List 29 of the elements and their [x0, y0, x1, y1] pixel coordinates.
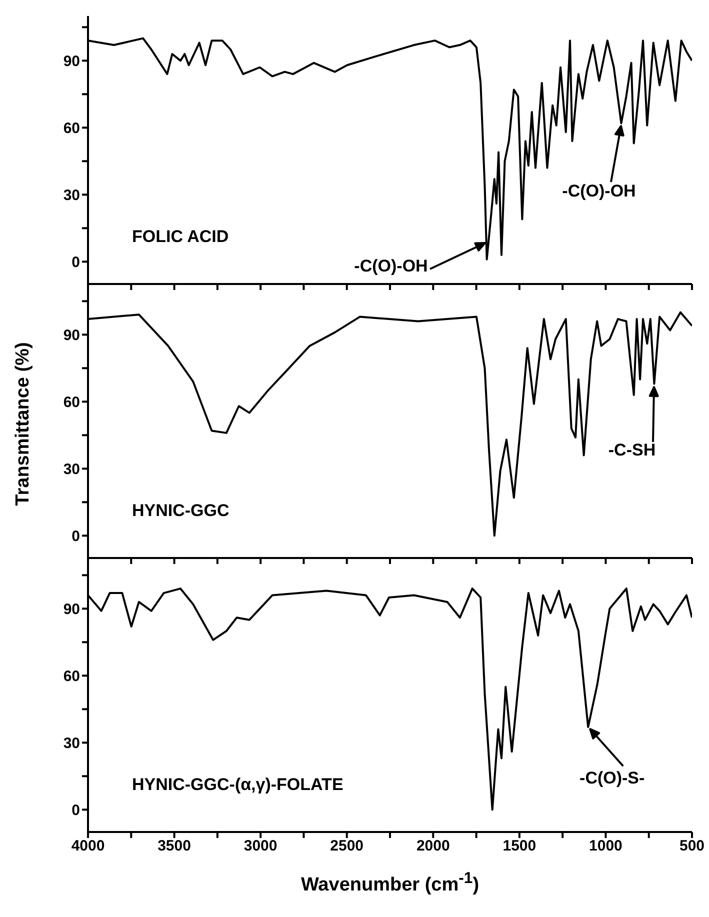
annotation: -C(O)-OH	[354, 256, 428, 276]
x-tick-label: 500	[679, 838, 705, 855]
annotation: HYNIC-GGC	[132, 501, 230, 522]
y-tick-label: 30	[63, 734, 80, 752]
y-tick-label: 90	[63, 600, 80, 618]
annotation: -C(O)-S-	[580, 768, 645, 788]
annotation: HYNIC-GGC-(α,γ)-FOLATE	[132, 775, 344, 796]
x-axis-title: Wavenumber (cm$^{-1}$)	[300, 870, 480, 896]
x-tick-label: 2500	[330, 838, 364, 855]
y-tick-label: 30	[63, 460, 80, 478]
x-tick-label: 1000	[589, 838, 622, 855]
y-tick-label: 60	[63, 394, 80, 411]
x-tick-label: 3000	[244, 838, 278, 855]
y-tick-label: 90	[63, 52, 80, 70]
y-tick-label: 0	[72, 254, 80, 271]
y-tick-label: 0	[72, 802, 80, 819]
x-tick-label: 2000	[416, 838, 450, 855]
annotation: -C(O)-OH	[562, 181, 636, 200]
x-tick-label: 3500	[158, 838, 191, 855]
y-axis-title: Transmittance (%)	[12, 342, 34, 506]
annotation: -C-SH	[608, 440, 656, 460]
annotation: FOLIC ACID	[132, 227, 229, 248]
y-tick-label: 90	[63, 326, 80, 344]
y-tick-label: 30	[63, 186, 80, 204]
x-tick-label: 4000	[71, 838, 105, 855]
y-tick-label: 60	[63, 668, 80, 685]
x-tick-label: 1500	[502, 838, 536, 855]
y-tick-label: 60	[63, 120, 80, 137]
y-tick-label: 0	[72, 528, 80, 545]
